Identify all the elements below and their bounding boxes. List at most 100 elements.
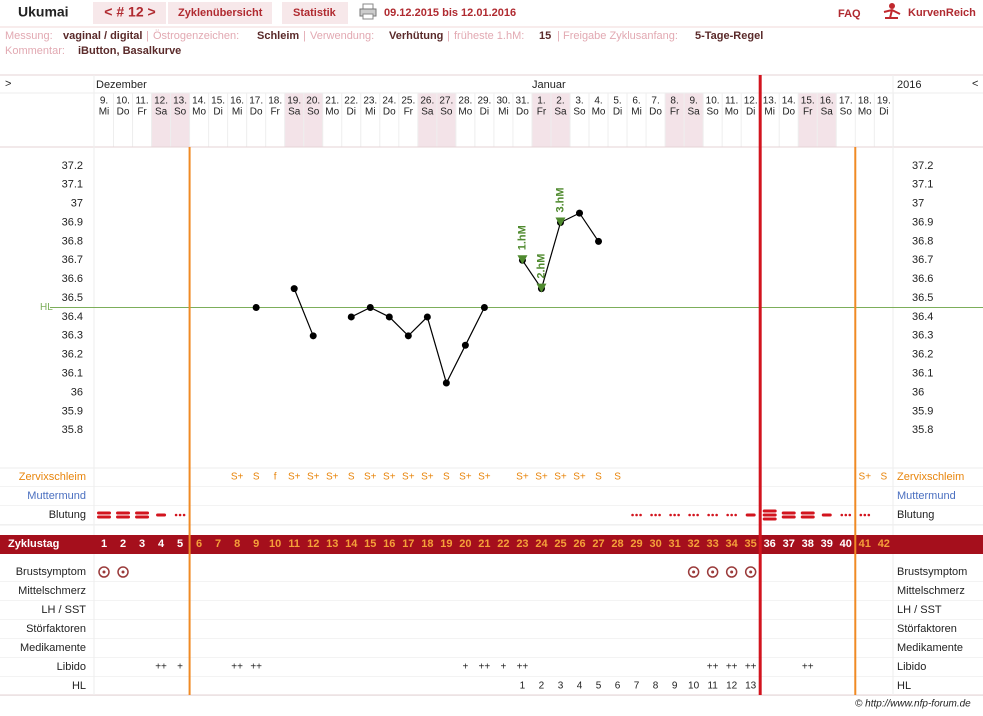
- bleeding-dot: [654, 513, 657, 517]
- cycle-day: 9: [253, 538, 259, 550]
- cycle-day: 23: [516, 538, 528, 550]
- y-tick-label: 37: [71, 198, 83, 210]
- y-tick-label: 36.7: [912, 254, 933, 266]
- day-label: 24.: [382, 96, 396, 107]
- symptom-ring: [687, 566, 700, 578]
- y-tick-label: 37.1: [62, 179, 83, 191]
- bleeding-bar: [135, 515, 150, 519]
- row-entry: S+: [859, 472, 872, 483]
- cycle-day: 8: [234, 538, 240, 550]
- hm-marker: [517, 255, 528, 265]
- bleeding-dot: [658, 513, 661, 517]
- day-label: 10.: [706, 96, 720, 107]
- temperature-point: [595, 237, 603, 245]
- bleeding-dot: [711, 513, 714, 517]
- row-entry: ++: [250, 662, 262, 673]
- cycle-day: 16: [383, 538, 395, 550]
- row-entry: 13: [745, 681, 757, 692]
- row-entry: 11: [707, 681, 718, 692]
- day-label: 6.: [632, 96, 640, 107]
- y-tick-label: 35.9: [62, 405, 83, 417]
- row-entry: f: [274, 472, 277, 483]
- cycle-day: 32: [687, 538, 699, 550]
- y-tick-label: 36.2: [912, 349, 933, 361]
- info-label: früheste 1.hM:: [454, 30, 524, 42]
- symptom-mark: [706, 566, 719, 578]
- row-entry: 10: [688, 681, 700, 692]
- row-entry: 1: [520, 681, 526, 692]
- cycle-day: 4: [158, 538, 165, 550]
- y-tick-label: 36.8: [62, 235, 83, 247]
- bleeding-mark: [116, 511, 131, 519]
- symptom-dot: [121, 570, 125, 574]
- weekday-label: Do: [250, 107, 263, 118]
- day-label: 11.: [725, 96, 738, 107]
- info-value: vaginal / digital: [63, 30, 142, 42]
- cycle-day: 33: [707, 538, 719, 550]
- cycle-day: 25: [554, 538, 566, 550]
- weekend-shade: [798, 93, 818, 147]
- cycle-day: 2: [120, 538, 126, 550]
- weekday-label: Mi: [764, 107, 775, 118]
- bleeding-bar: [800, 515, 815, 519]
- cycle-day: 36: [764, 538, 776, 550]
- faq-link[interactable]: FAQ: [838, 8, 861, 20]
- weekday-label: Fr: [270, 107, 280, 118]
- temperature-point: [461, 341, 469, 349]
- cycle-day: 17: [402, 538, 414, 550]
- cycle-day: 13: [326, 538, 338, 550]
- day-label: 12.: [154, 96, 168, 107]
- bleeding-dot: [639, 513, 642, 517]
- tab[interactable]: Statistik: [293, 7, 337, 19]
- bleeding-mark: [174, 513, 186, 517]
- weekday-label: Mo: [592, 107, 606, 118]
- day-label: 25.: [401, 96, 415, 107]
- day-label: 16.: [820, 96, 834, 107]
- bleeding-bar: [156, 513, 167, 517]
- temperature-point: [252, 304, 260, 311]
- y-tick-label: 37.2: [62, 160, 83, 172]
- cycle-day: 26: [573, 538, 585, 550]
- cycle-nav-box[interactable]: [93, 2, 166, 24]
- y-tick-label: 37.1: [912, 179, 933, 191]
- info-label: Östrogenzeichen:: [153, 30, 239, 42]
- bleeding-bar: [800, 511, 815, 515]
- weekend-shade: [531, 93, 551, 147]
- y-tick-label: 36.1: [912, 367, 933, 379]
- bleeding-bar: [781, 515, 796, 519]
- tab-box[interactable]: [168, 2, 272, 24]
- tab-box[interactable]: [282, 2, 348, 24]
- bleeding-dot: [182, 513, 186, 517]
- weekday-label: Mi: [99, 107, 110, 118]
- row-entry: 7: [634, 681, 640, 692]
- tab[interactable]: Zyklenübersicht: [178, 7, 263, 19]
- bleeding-mark: [726, 513, 737, 517]
- nav-left[interactable]: >: [5, 78, 11, 90]
- nav-right[interactable]: <: [972, 78, 978, 90]
- row-entry: S+: [478, 472, 491, 483]
- row-entry: S+: [421, 472, 434, 483]
- symptom-mark: [725, 566, 738, 578]
- symptom-ring: [117, 566, 129, 578]
- day-label: 5.: [613, 96, 621, 107]
- cycle-nav[interactable]: < # 12 >: [104, 4, 155, 20]
- hm-marker: [536, 283, 547, 293]
- logo-text[interactable]: KurvenReich: [908, 7, 976, 19]
- symptom-dot: [692, 570, 696, 574]
- weekday-label: So: [840, 107, 853, 118]
- printer-icon[interactable]: [359, 3, 377, 20]
- symptom-mark: [744, 566, 757, 578]
- weekday-label: Fr: [404, 107, 414, 118]
- weekday-label: Mo: [458, 107, 472, 118]
- info-separator: |: [557, 30, 560, 42]
- bleeding-bar: [116, 511, 131, 515]
- day-label: 2.: [556, 96, 564, 107]
- symptom-ring: [98, 566, 110, 578]
- row-entry: S+: [307, 472, 320, 483]
- symptom-dot: [711, 570, 715, 574]
- y-tick-label: 35.9: [912, 405, 933, 417]
- temperature-line: [293, 212, 599, 385]
- weekday-label: Fr: [803, 107, 813, 118]
- comment-label: Kommentar:: [5, 45, 65, 57]
- row-label: Muttermund: [897, 490, 956, 502]
